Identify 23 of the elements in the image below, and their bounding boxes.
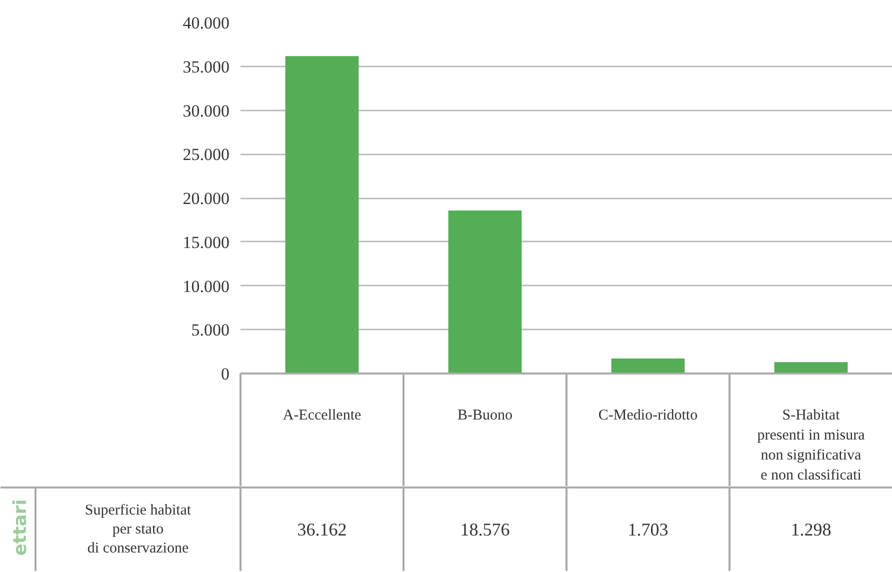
bar	[611, 358, 685, 374]
data-label: 36.162	[297, 520, 347, 540]
y-tick-label: 40.000	[182, 14, 230, 32]
y-tick-label: 0	[221, 364, 230, 384]
x-tick-label: B-Buono	[458, 408, 513, 424]
y-tick-label: 30.000	[182, 101, 230, 120]
y-tick-label: 35.000	[182, 57, 230, 76]
y-tick-label: 25.000	[182, 145, 230, 164]
data-label: 18.576	[460, 520, 510, 540]
bar	[448, 210, 522, 374]
bar	[774, 362, 848, 374]
y-tick-label: 10.000	[182, 276, 230, 296]
y-tick-label: 20.000	[182, 189, 230, 208]
text: ettari	[10, 499, 31, 556]
y-tick-label: 15.000	[182, 232, 230, 252]
text: Superficie habitat per stato di conservazione	[84, 502, 192, 557]
x-tick-label: A-Eccellente	[282, 408, 362, 424]
y-tick-label: 5.000	[191, 320, 230, 340]
data-label: 1.298	[790, 520, 832, 540]
data-label: 1.703	[628, 520, 668, 540]
x-tick-label: C-Medio-ridotto	[598, 408, 698, 424]
bar	[285, 56, 359, 374]
x-tick-label: S-Habitat presenti in misura non significativa e non classificati	[757, 408, 866, 484]
